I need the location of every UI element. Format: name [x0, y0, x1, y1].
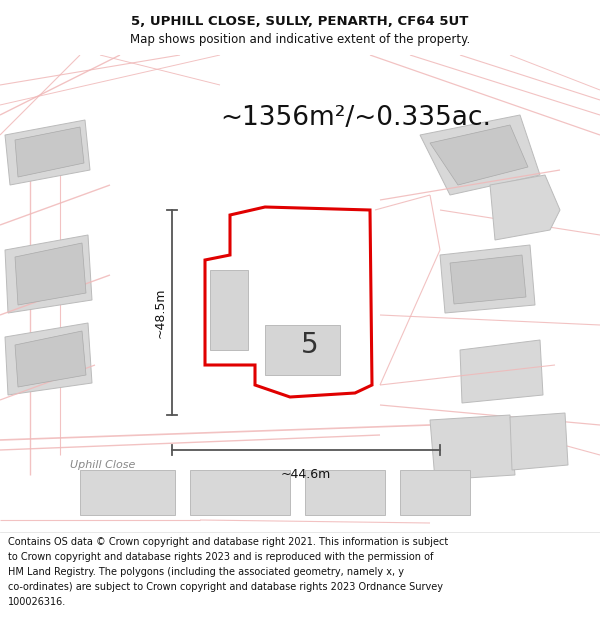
Text: to Crown copyright and database rights 2023 and is reproduced with the permissio: to Crown copyright and database rights 2…	[8, 552, 433, 562]
Text: 5: 5	[301, 331, 319, 359]
Text: ~48.5m: ~48.5m	[154, 288, 167, 338]
Text: co-ordinates) are subject to Crown copyright and database rights 2023 Ordnance S: co-ordinates) are subject to Crown copyr…	[8, 582, 443, 592]
Polygon shape	[400, 470, 470, 515]
Text: HM Land Registry. The polygons (including the associated geometry, namely x, y: HM Land Registry. The polygons (includin…	[8, 567, 404, 577]
Text: 100026316.: 100026316.	[8, 597, 66, 607]
Polygon shape	[80, 470, 175, 515]
Polygon shape	[430, 415, 515, 480]
Polygon shape	[190, 470, 290, 515]
Polygon shape	[510, 413, 568, 470]
Polygon shape	[430, 125, 528, 185]
Polygon shape	[490, 175, 560, 240]
Polygon shape	[210, 270, 248, 350]
Text: ~1356m²/~0.335ac.: ~1356m²/~0.335ac.	[220, 105, 491, 131]
Polygon shape	[265, 325, 340, 375]
Polygon shape	[5, 120, 90, 185]
Text: Uphill Close: Uphill Close	[70, 460, 136, 470]
Polygon shape	[205, 207, 372, 397]
Text: Map shows position and indicative extent of the property.: Map shows position and indicative extent…	[130, 33, 470, 46]
Polygon shape	[450, 255, 526, 304]
Polygon shape	[305, 470, 385, 515]
Polygon shape	[440, 245, 535, 313]
Polygon shape	[5, 323, 92, 395]
Text: 5, UPHILL CLOSE, SULLY, PENARTH, CF64 5UT: 5, UPHILL CLOSE, SULLY, PENARTH, CF64 5U…	[131, 15, 469, 28]
Polygon shape	[15, 331, 86, 387]
Polygon shape	[5, 235, 92, 313]
Polygon shape	[460, 340, 543, 403]
Polygon shape	[15, 127, 84, 177]
Text: ~44.6m: ~44.6m	[281, 468, 331, 481]
Polygon shape	[15, 243, 86, 305]
Polygon shape	[420, 115, 540, 195]
Text: Contains OS data © Crown copyright and database right 2021. This information is : Contains OS data © Crown copyright and d…	[8, 537, 448, 547]
